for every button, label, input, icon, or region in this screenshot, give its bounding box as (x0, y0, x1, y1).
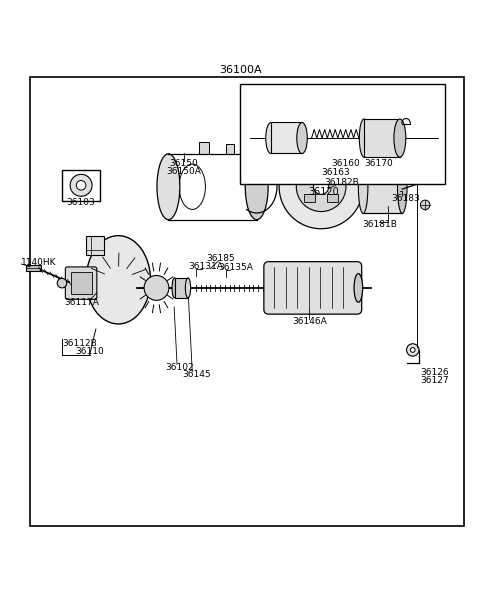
Text: 36120: 36120 (308, 187, 339, 197)
Text: 36100A: 36100A (219, 65, 261, 75)
Circle shape (57, 278, 67, 288)
Text: 36131A: 36131A (188, 263, 223, 272)
Ellipse shape (157, 154, 180, 219)
Ellipse shape (397, 160, 407, 213)
FancyBboxPatch shape (65, 267, 97, 299)
Text: 36127: 36127 (420, 377, 449, 385)
Circle shape (76, 180, 86, 190)
Bar (199, 142, 209, 154)
Ellipse shape (172, 278, 177, 298)
Bar (304, 171, 315, 179)
Bar (86, 237, 105, 254)
Circle shape (279, 145, 363, 229)
FancyBboxPatch shape (264, 262, 362, 314)
Ellipse shape (354, 273, 363, 302)
Text: 36150: 36150 (169, 160, 198, 168)
Ellipse shape (86, 235, 151, 324)
Bar (363, 160, 402, 213)
Circle shape (407, 344, 419, 356)
Bar (26, 264, 41, 271)
Circle shape (296, 162, 346, 212)
Ellipse shape (245, 154, 268, 219)
Text: 36182B: 36182B (324, 178, 359, 187)
Ellipse shape (297, 123, 307, 154)
Bar (226, 144, 234, 154)
Text: 36135A: 36135A (219, 263, 253, 272)
Bar (175, 278, 188, 298)
Circle shape (70, 174, 92, 196)
Text: 36170: 36170 (364, 160, 393, 168)
Circle shape (144, 276, 169, 300)
Text: 36146A: 36146A (292, 317, 326, 326)
Text: 36103: 36103 (67, 199, 96, 208)
Text: 36163: 36163 (321, 168, 350, 177)
Bar (71, 272, 92, 294)
Text: 36112B: 36112B (62, 339, 97, 347)
Text: 1140HK: 1140HK (22, 257, 57, 267)
Text: 36185: 36185 (206, 254, 235, 263)
Text: 36183: 36183 (392, 194, 420, 203)
Bar (327, 171, 338, 179)
Bar (327, 195, 338, 202)
Text: 36110: 36110 (75, 347, 104, 356)
Text: 36117A: 36117A (64, 298, 99, 307)
Ellipse shape (359, 160, 368, 213)
Ellipse shape (185, 278, 191, 298)
Bar (242, 149, 248, 158)
Text: 36150A: 36150A (166, 167, 201, 176)
Ellipse shape (360, 119, 369, 157)
Circle shape (313, 179, 329, 195)
Circle shape (410, 347, 415, 352)
Bar (271, 122, 302, 154)
Ellipse shape (266, 123, 276, 154)
Circle shape (420, 200, 430, 210)
Bar (62, 170, 100, 201)
Ellipse shape (394, 119, 406, 157)
Text: 36102: 36102 (165, 363, 194, 372)
Bar (240, 84, 445, 184)
Text: 36145: 36145 (182, 370, 210, 379)
Text: 36160: 36160 (332, 160, 360, 168)
Bar (364, 119, 400, 157)
Text: 36181B: 36181B (362, 221, 397, 229)
Text: 36126: 36126 (420, 368, 449, 377)
Bar (304, 195, 315, 202)
